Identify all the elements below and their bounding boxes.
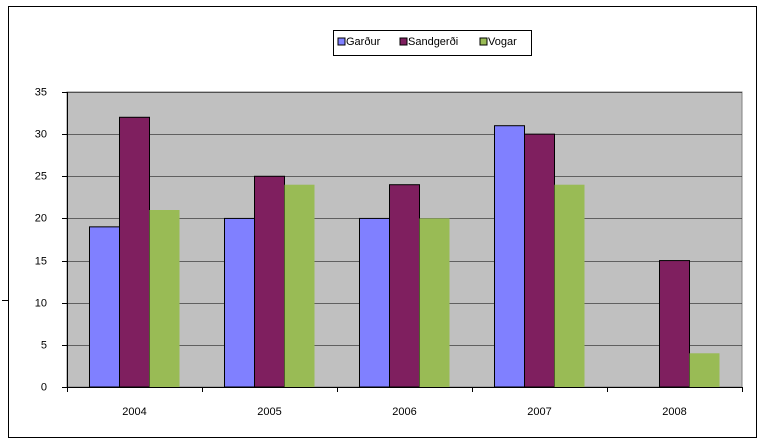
y-tick-label: 25 (35, 170, 47, 182)
bar (149, 210, 180, 387)
bar (524, 133, 555, 388)
bar (254, 175, 285, 388)
x-tick-label: 2004 (122, 406, 146, 418)
x-tick-label: 2006 (392, 406, 416, 418)
bar (119, 116, 150, 388)
x-tick-label: 2008 (662, 406, 686, 418)
bar (419, 218, 450, 387)
y-tick-label: 0 (41, 381, 47, 393)
legend-label: Vogar (488, 36, 517, 48)
y-tick-label: 10 (35, 297, 47, 309)
bar (224, 217, 255, 388)
legend-box (333, 30, 532, 56)
y-tick-label: 5 (41, 339, 47, 351)
legend-swatch (399, 37, 408, 46)
legend-label: Sandgerði (408, 36, 458, 48)
x-tick-label: 2007 (527, 406, 551, 418)
bar (89, 226, 120, 388)
bar (284, 184, 315, 387)
legend-label: Garður (346, 36, 381, 48)
y-tick-label: 20 (35, 212, 47, 224)
bar (359, 217, 390, 388)
y-tick-label: 35 (35, 86, 47, 98)
legend-swatch (479, 37, 488, 46)
y-tick-label: 15 (35, 255, 47, 267)
bar (389, 184, 420, 388)
x-tick-label: 2005 (257, 406, 281, 418)
bar (494, 125, 525, 388)
y-tick-label: 30 (35, 128, 47, 140)
bar (689, 353, 720, 387)
bar (659, 260, 690, 388)
bar (554, 184, 585, 387)
legend-swatch (337, 37, 346, 46)
